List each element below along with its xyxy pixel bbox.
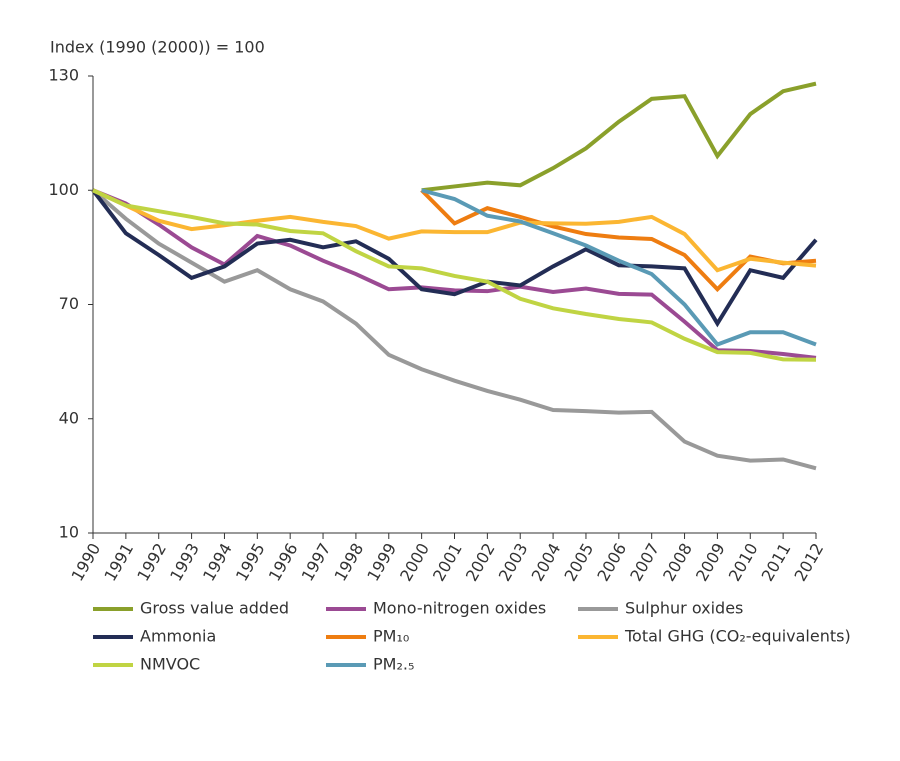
x-tick-label: 2009 xyxy=(692,540,729,585)
x-tick-label: 1995 xyxy=(232,540,269,585)
series-line xyxy=(91,189,818,328)
x-tick-label: 2000 xyxy=(396,540,433,585)
series-line xyxy=(421,81,817,193)
y-tick-label: 100 xyxy=(48,180,79,199)
legend-label: Mono-nitrogen oxides xyxy=(373,599,546,618)
series-line xyxy=(92,188,817,273)
legend-label: PM₁₀ xyxy=(373,627,409,646)
x-tick-label: 1991 xyxy=(100,540,137,585)
x-tick-label: 2004 xyxy=(528,540,565,585)
legend-label: Total GHG (CO₂-equivalents) xyxy=(624,627,851,646)
x-tick-label: 1997 xyxy=(298,540,335,585)
x-tick-label: 2001 xyxy=(429,540,466,585)
x-tick-label: 2006 xyxy=(593,540,630,585)
legend-label: Ammonia xyxy=(140,627,216,646)
x-tick-label: 2008 xyxy=(659,540,696,585)
x-tick-label: 1993 xyxy=(166,540,203,585)
series-line xyxy=(92,188,817,362)
x-tick-label: 1998 xyxy=(330,540,367,585)
x-tick-label: 1996 xyxy=(265,540,302,585)
legend-label: Gross value added xyxy=(140,599,289,618)
legend-label: NMVOC xyxy=(140,655,200,674)
y-tick-label: 130 xyxy=(48,66,79,85)
x-tick-label: 2010 xyxy=(725,540,762,585)
legend-label: PM₂.₅ xyxy=(373,655,414,674)
x-tick-label: 2011 xyxy=(758,540,795,585)
y-tick-label: 70 xyxy=(59,294,79,313)
series-line xyxy=(420,188,817,293)
y-axis-label: Index (1990 (2000)) = 100 xyxy=(50,38,265,57)
x-tick-label: 1990 xyxy=(68,540,105,585)
x-tick-label: 1992 xyxy=(133,540,170,585)
x-tick-label: 1999 xyxy=(363,540,400,585)
series-line xyxy=(91,188,817,471)
x-tick-label: 2007 xyxy=(626,540,663,585)
y-tick-label: 40 xyxy=(59,408,79,427)
series-line xyxy=(92,188,817,360)
legend-label: Sulphur oxides xyxy=(625,599,743,618)
x-tick-label: 2003 xyxy=(495,540,532,585)
x-tick-label: 2005 xyxy=(561,540,598,585)
x-tick-label: 1994 xyxy=(199,540,236,585)
x-tick-label: 2012 xyxy=(791,540,828,585)
x-tick-label: 2002 xyxy=(462,540,499,585)
series-line xyxy=(421,188,817,347)
y-tick-label: 10 xyxy=(59,523,79,542)
